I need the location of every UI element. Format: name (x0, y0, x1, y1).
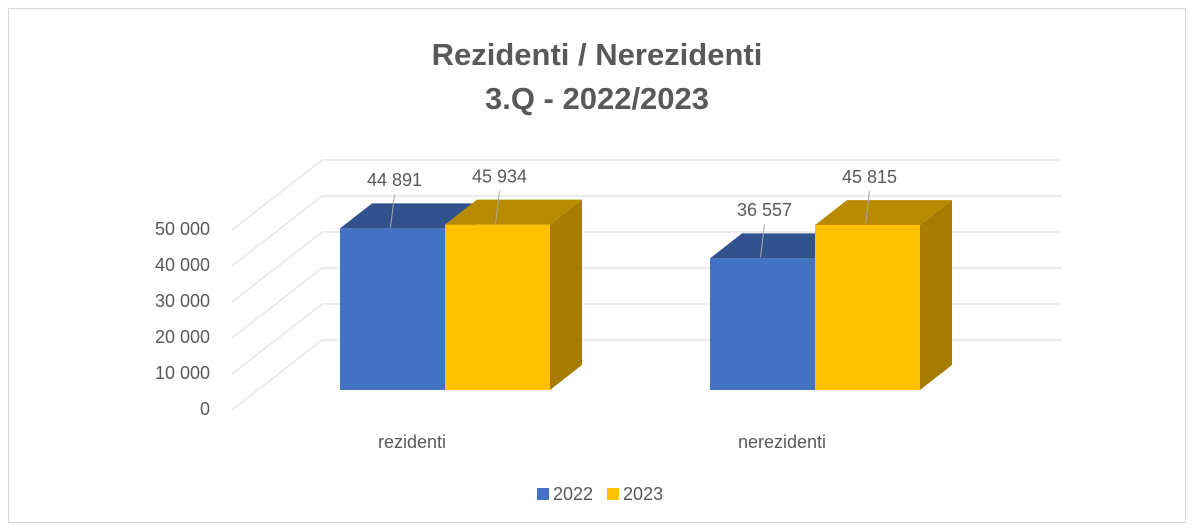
label-leader (760, 224, 765, 258)
bar-top (815, 200, 952, 226)
bar (815, 200, 952, 390)
bar-top (340, 203, 477, 229)
bar-front (710, 258, 815, 390)
label-leader (865, 191, 870, 225)
y-tick-label: 30 000 (155, 291, 210, 311)
legend-label: 2023 (623, 484, 663, 504)
chart-title: Rezidenti / Nerezidenti (432, 37, 763, 72)
bar-top (710, 233, 847, 259)
bar-front (445, 224, 550, 390)
data-label: 45 934 (472, 166, 527, 186)
bar-side (550, 199, 582, 390)
x-tick-label: rezidenti (378, 432, 446, 452)
legend-swatch (607, 488, 620, 500)
data-label: 36 557 (737, 200, 792, 220)
chart-subtitle: 3.Q - 2022/2023 (485, 81, 709, 116)
grid-line-floor (231, 159, 323, 231)
label-leader (495, 190, 500, 224)
y-tick-label: 10 000 (155, 363, 210, 383)
bar (445, 199, 582, 390)
chart-border (8, 8, 1186, 523)
grid-line-floor (231, 267, 323, 339)
bar-front (340, 228, 445, 390)
grid-line-floor (231, 195, 323, 267)
y-tick-label: 40 000 (155, 255, 210, 275)
data-label: 45 815 (842, 167, 897, 187)
bar-top (445, 199, 582, 225)
y-tick-label: 0 (200, 399, 210, 419)
bar-side (920, 200, 952, 390)
legend-swatch (537, 488, 549, 500)
legend-label: 2022 (553, 484, 593, 504)
y-tick-label: 50 000 (155, 219, 210, 239)
grid-line-floor (231, 303, 323, 375)
grid-line-floor (231, 339, 323, 411)
bar-front (815, 225, 920, 390)
y-tick-label: 20 000 (155, 327, 210, 347)
grid-line-floor (231, 231, 323, 303)
label-leader (390, 194, 395, 228)
x-tick-label: nerezidenti (738, 432, 826, 452)
data-label: 44 891 (367, 170, 422, 190)
